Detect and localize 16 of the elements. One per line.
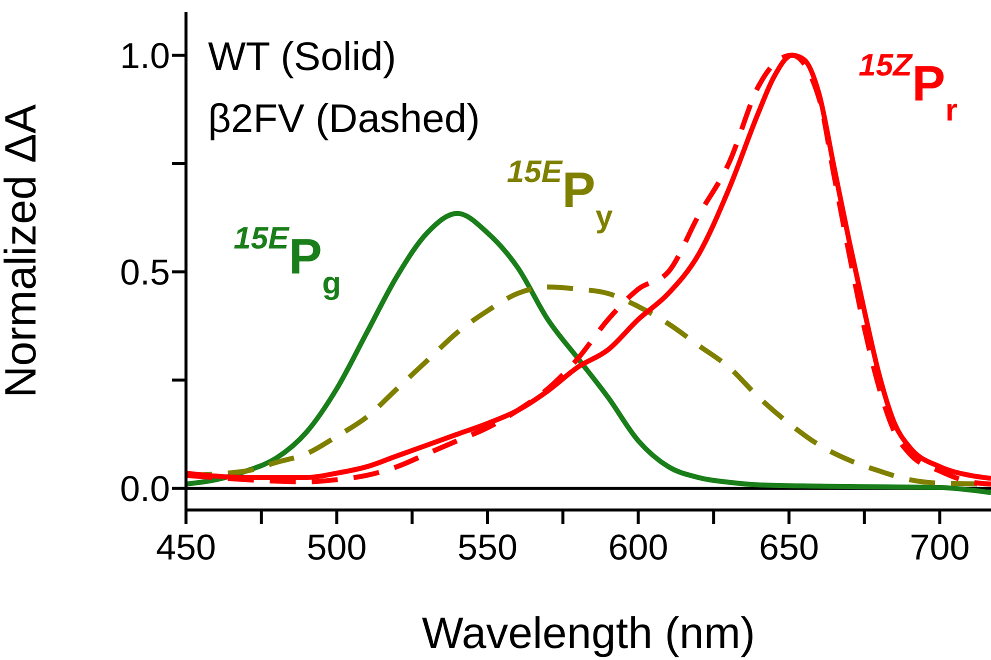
series-label: $^{15E}$P$_{y}$ — [506, 154, 614, 234]
y-tick-label: 0.0 — [120, 468, 170, 510]
x-axis-title: Wavelength (nm) — [422, 609, 756, 658]
y-tick-label: 0.5 — [120, 252, 170, 293]
annotation: WT (Solid) — [208, 35, 396, 79]
series-label: $^{15Z}$P$_{r}$ — [858, 47, 958, 128]
x-tick-label: 550 — [457, 526, 518, 568]
y-axis-title: Normalized ΔA — [0, 104, 46, 398]
x-tick-label: 700 — [910, 526, 970, 568]
x-tick-label: 500 — [306, 526, 367, 568]
series-label: $^{15E}$P$_{g}$ — [234, 220, 342, 300]
y-tick-label: 1.0 — [120, 35, 170, 76]
annotation: β2FV (Dashed) — [208, 97, 480, 141]
x-tick-label: 600 — [608, 526, 668, 568]
x-tick-label: 450 — [156, 526, 216, 568]
x-tick-label: 650 — [758, 526, 820, 568]
